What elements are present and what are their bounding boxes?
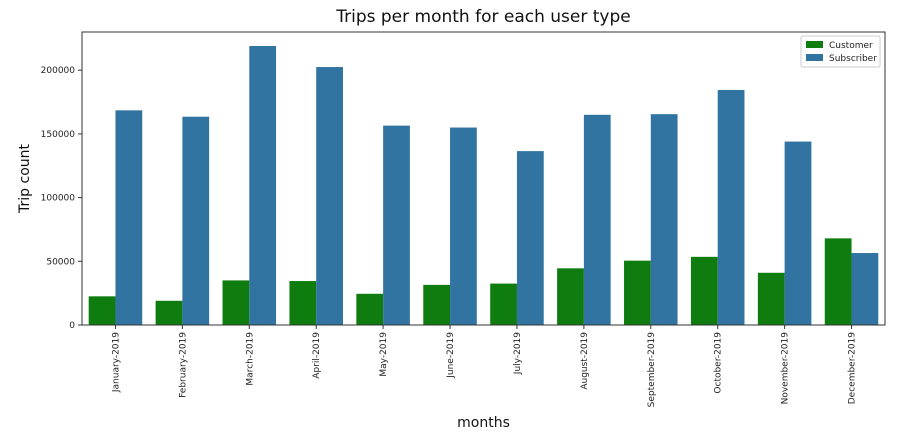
bar-customer-september-2019 [624, 260, 651, 325]
plot-frame [81, 31, 886, 326]
x-tick-label: May-2019 [379, 332, 389, 377]
bar-subscriber-july-2019 [516, 151, 544, 325]
x-tick-label: April-2019 [312, 332, 322, 379]
legend-swatch-subscriber [806, 54, 823, 61]
x-tick-label: August-2019 [580, 332, 590, 390]
x-tick-label: February-2019 [178, 332, 188, 398]
legend-swatch-customer [806, 41, 823, 48]
y-tick-label: 200000 [41, 66, 76, 76]
bar-customer-march-2019 [222, 280, 250, 325]
x-tick-label: March-2019 [245, 332, 255, 386]
bar-subscriber-may-2019 [383, 125, 410, 326]
bar-customer-november-2019 [757, 272, 785, 325]
y-tick-label: 50000 [46, 257, 75, 267]
bar-subscriber-october-2019 [717, 89, 745, 325]
bar-subscriber-november-2019 [784, 141, 812, 325]
bar-customer-december-2019 [824, 238, 852, 325]
y-tick-label: 0 [69, 321, 75, 331]
bar-customer-january-2019 [88, 296, 116, 325]
y-axis: 0 50000 100000 150000 200000 [41, 66, 82, 331]
bar-subscriber-january-2019 [115, 110, 143, 326]
x-tick-label: June-2019 [446, 332, 456, 379]
x-tick-label: November-2019 [781, 332, 791, 405]
bar-customer-august-2019 [557, 268, 584, 325]
bar-subscriber-august-2019 [583, 114, 611, 325]
x-axis: January-2019 February-2019 March-2019 April… [111, 325, 858, 408]
legend: Customer Subscriber [800, 35, 881, 68]
x-axis-label: months [457, 415, 510, 431]
x-tick-label: January-2019 [111, 332, 121, 393]
bar-subscriber-april-2019 [316, 67, 343, 326]
bar-customer-july-2019 [490, 283, 517, 325]
bar-subscriber-september-2019 [650, 114, 678, 325]
bar-subscriber-march-2019 [249, 46, 277, 326]
x-tick-label: September-2019 [647, 332, 657, 408]
chart-title: Trips per month for each user type [335, 7, 631, 27]
legend-label-customer: Customer [829, 41, 873, 51]
bar-customer-may-2019 [356, 293, 384, 325]
bar-customer-june-2019 [423, 284, 451, 325]
bar-subscriber-december-2019 [851, 253, 879, 325]
x-tick-label: July-2019 [513, 332, 523, 375]
bar-customer-february-2019 [155, 300, 183, 325]
bars [88, 46, 879, 326]
x-tick-label: December-2019 [848, 332, 858, 405]
bar-subscriber-february-2019 [182, 116, 210, 326]
bar-customer-april-2019 [289, 281, 317, 325]
y-tick-label: 150000 [41, 130, 76, 140]
y-axis-label: Trip count [17, 144, 33, 214]
bar-customer-october-2019 [690, 256, 718, 325]
legend-label-subscriber: Subscriber [829, 54, 877, 64]
y-tick-label: 100000 [41, 194, 76, 204]
x-tick-label: October-2019 [714, 332, 724, 394]
bar-subscriber-june-2019 [450, 127, 477, 325]
